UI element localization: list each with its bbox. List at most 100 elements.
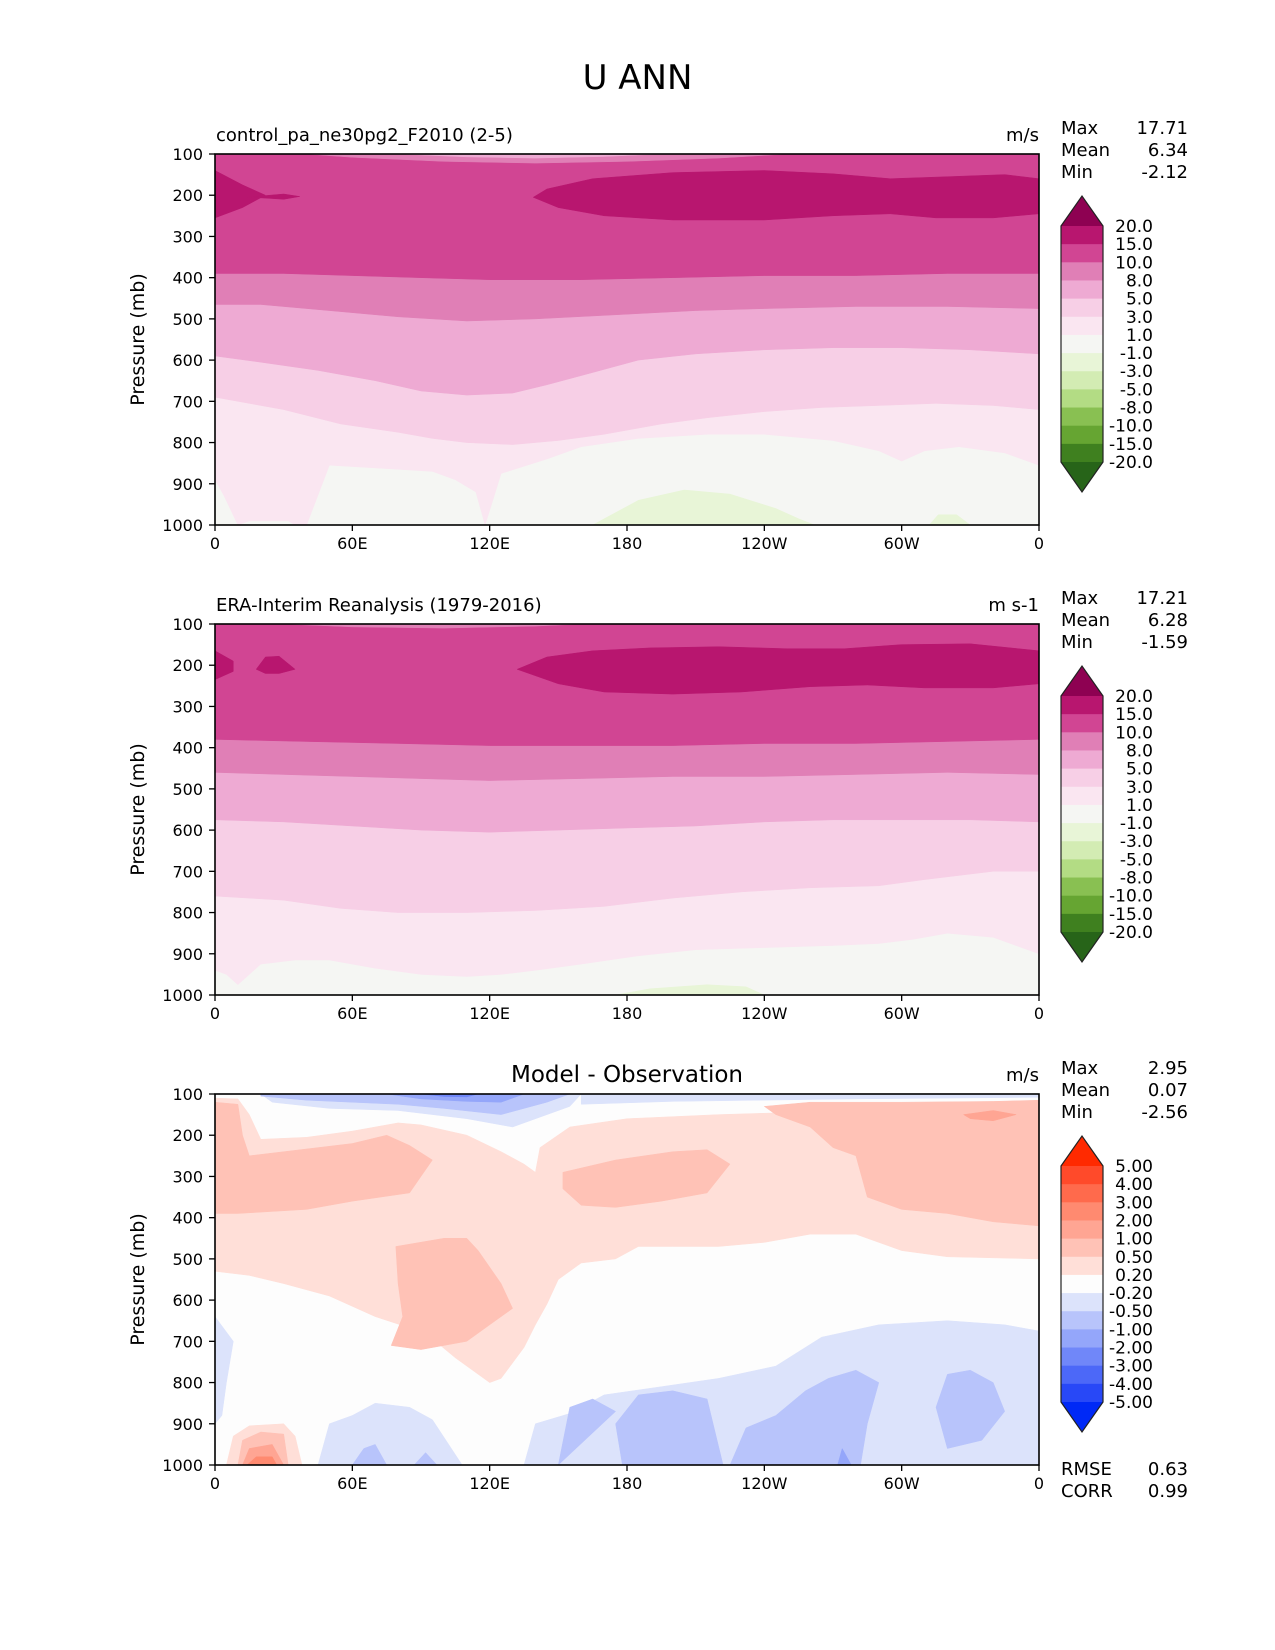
contour-band-13 xyxy=(386,1094,525,1103)
stat-value-mean: 0.07 xyxy=(1148,1080,1188,1101)
contour-band-15 xyxy=(580,1094,1039,1105)
colorbar-swatch xyxy=(1061,877,1103,897)
colorbar-extend-bottom xyxy=(1061,1402,1103,1432)
y-tick-label: 400 xyxy=(172,739,203,758)
contour-band-2 xyxy=(317,1402,463,1465)
colorbar-swatch xyxy=(1061,425,1103,445)
colorbar-tick-label: 1.0 xyxy=(1126,326,1153,346)
colorbar-tick-label: -3.0 xyxy=(1120,362,1153,382)
y-tick-label: 900 xyxy=(172,945,203,964)
colorbar-tick-label: 0.50 xyxy=(1115,1248,1153,1268)
panel-difference: 0 60E 120E 180 120W 60W 0 100 200 300 400 500 600 700… xyxy=(127,1058,1188,1502)
panel-title: control_pa_ne30pg2_F2010 (2-5) xyxy=(216,125,513,146)
colorbar-tick-label: 15.0 xyxy=(1115,705,1153,725)
contour-band-21 xyxy=(962,1110,1017,1122)
colorbar-tick-label: 8.0 xyxy=(1126,271,1153,291)
colorbar-tick-label: 15.0 xyxy=(1115,235,1153,255)
colorbar-tick-label: -3.00 xyxy=(1109,1357,1153,1377)
colorbar-swatch xyxy=(1061,298,1103,318)
contour-band-12 xyxy=(532,170,1039,221)
colorbar-swatch xyxy=(1061,1293,1103,1312)
colorbar-outline xyxy=(1060,1134,1104,1434)
colorbar-tick-label: 10.0 xyxy=(1115,723,1153,743)
colorbar-tick-label: 0.20 xyxy=(1115,1266,1153,1286)
colorbar-swatch xyxy=(1061,768,1103,788)
colorbar-swatch xyxy=(1061,732,1103,752)
y-tick-label: 300 xyxy=(172,227,203,246)
y-axis-label: Pressure (mb) xyxy=(127,1213,149,1346)
colorbar-swatch xyxy=(1061,804,1103,824)
stat-value-rmse: 0.63 xyxy=(1148,1459,1188,1480)
stat-label-rmse: RMSE xyxy=(1061,1459,1112,1480)
colorbar-swatch xyxy=(1061,443,1103,463)
x-tick-label: 60W xyxy=(884,534,920,553)
colorbar-swatch xyxy=(1061,1220,1103,1240)
colorbar-swatch xyxy=(1061,750,1103,770)
stat-label-min: Min xyxy=(1061,162,1093,183)
contour-band-19 xyxy=(763,1099,1039,1227)
colorbar-swatch xyxy=(1061,389,1103,409)
contour-band-18 xyxy=(562,1149,731,1208)
colorbar-tick-label: -20.0 xyxy=(1109,453,1153,473)
colorbar-extend-top xyxy=(1061,666,1103,696)
colorbar-swatch xyxy=(1061,714,1103,733)
stat-label-max: Max xyxy=(1061,588,1099,609)
colorbar-tick-label: 5.00 xyxy=(1115,1157,1153,1177)
colorbar-tick-label: -10.0 xyxy=(1109,417,1153,437)
stat-value-max: 2.95 xyxy=(1148,1058,1188,1079)
x-tick-label: 120E xyxy=(469,534,510,553)
x-tick-label: 0 xyxy=(210,1474,220,1493)
x-tick-label: 120W xyxy=(741,534,788,553)
stat-value-max: 17.21 xyxy=(1136,588,1188,609)
colorbar-tick-label: -3.0 xyxy=(1120,832,1153,852)
colorbar-swatch xyxy=(1061,1347,1103,1367)
contour-band-17 xyxy=(215,1101,433,1214)
contour-band-9 xyxy=(935,1369,1005,1449)
colorbar-tick-label: -15.0 xyxy=(1109,905,1153,925)
colorbar-swatch xyxy=(1061,226,1103,245)
y-tick-label: 700 xyxy=(172,862,203,881)
colorbar-swatch xyxy=(1061,371,1103,390)
y-tick-label: 800 xyxy=(172,434,203,453)
contour-band-4 xyxy=(351,1444,387,1465)
colorbar-extend-top xyxy=(1061,196,1103,226)
contour-band-1 xyxy=(592,489,815,525)
colorbar-tick-label: 8.0 xyxy=(1126,741,1153,761)
colorbar-tick-label: 5.0 xyxy=(1126,760,1153,780)
colorbar-swatch xyxy=(1061,316,1103,336)
contour-band-8 xyxy=(729,1369,880,1465)
x-tick-label: 120W xyxy=(741,1004,788,1023)
colorbar-tick-label: 5.0 xyxy=(1126,290,1153,310)
x-tick-label: 120W xyxy=(741,1474,788,1493)
colorbar-tick-label: -5.00 xyxy=(1109,1393,1153,1413)
colorbar-extend-top xyxy=(1061,1136,1103,1166)
x-tick-label: 60E xyxy=(337,1004,367,1023)
contour-band-9 xyxy=(398,154,662,159)
colorbar-swatch xyxy=(1061,1383,1103,1403)
colorbar-swatch xyxy=(1061,1238,1103,1258)
colorbar: 5.004.003.002.001.000.500.20-0.20-0.50-1… xyxy=(1060,1134,1153,1434)
x-tick-label: 60W xyxy=(884,1004,920,1023)
stat-label-max: Max xyxy=(1061,1058,1099,1079)
colorbar-tick-label: -8.0 xyxy=(1120,869,1153,889)
contour-band-6 xyxy=(558,1398,617,1465)
contour-band-7 xyxy=(615,1390,724,1465)
colorbar-tick-label: -4.00 xyxy=(1109,1375,1153,1395)
contour-band-20 xyxy=(390,1238,513,1350)
colorbar-tick-label: -2.00 xyxy=(1109,1339,1153,1359)
colorbar-swatch xyxy=(1061,407,1103,427)
y-tick-label: 500 xyxy=(172,780,203,799)
stat-label-min: Min xyxy=(1061,1102,1093,1123)
colorbar-tick-label: -5.0 xyxy=(1120,380,1153,400)
y-tick-label: 500 xyxy=(172,310,203,329)
y-tick-label: 700 xyxy=(172,392,203,411)
y-tick-label: 1000 xyxy=(162,1456,203,1475)
colorbar-swatch xyxy=(1061,913,1103,933)
y-tick-label: 200 xyxy=(172,186,203,205)
colorbar-tick-label: 3.0 xyxy=(1126,778,1153,798)
contour-band-1 xyxy=(615,984,765,995)
x-tick-label: 60W xyxy=(884,1474,920,1493)
y-tick-label: 1000 xyxy=(162,516,203,535)
y-tick-label: 300 xyxy=(172,697,203,716)
colorbar-outline xyxy=(1060,664,1104,964)
